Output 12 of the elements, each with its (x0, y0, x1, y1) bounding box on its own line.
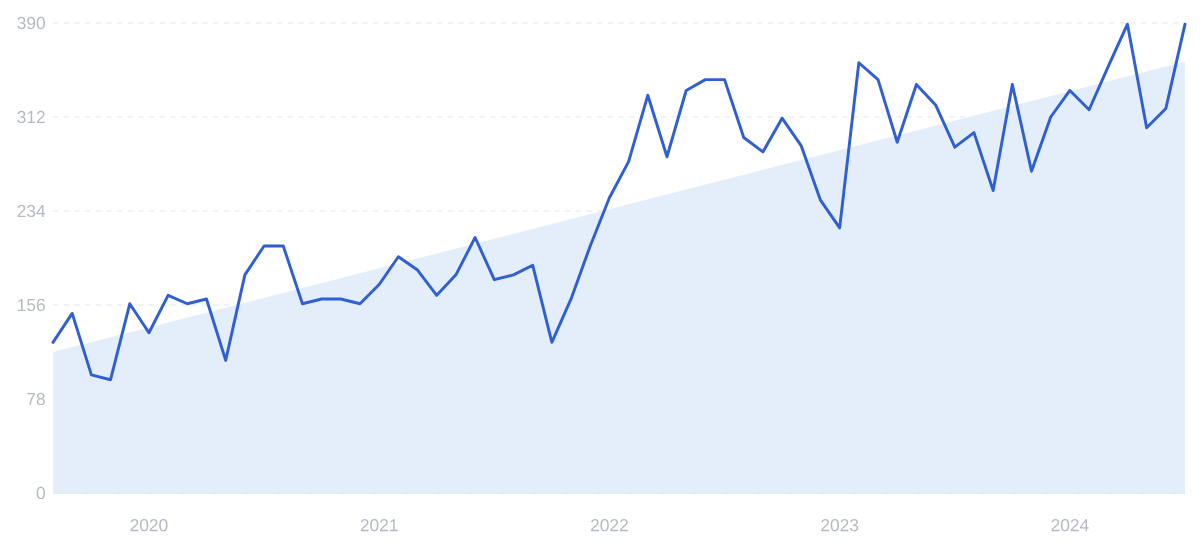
y-tick-label: 390 (17, 16, 45, 30)
y-tick-label: 78 (27, 392, 45, 406)
x-tick-label: 2023 (821, 519, 859, 532)
y-tick-label: 0 (36, 486, 45, 500)
y-tick-label: 234 (17, 204, 46, 218)
y-tick-label: 156 (18, 298, 45, 312)
x-tick-label: 2022 (591, 519, 628, 532)
line-series (51, 22, 1187, 382)
y-tick-label: 312 (17, 110, 45, 124)
x-tick-label: 2024 (1051, 519, 1089, 532)
x-tick-label: 2020 (130, 519, 168, 532)
x-tick-label: 2021 (360, 519, 398, 532)
